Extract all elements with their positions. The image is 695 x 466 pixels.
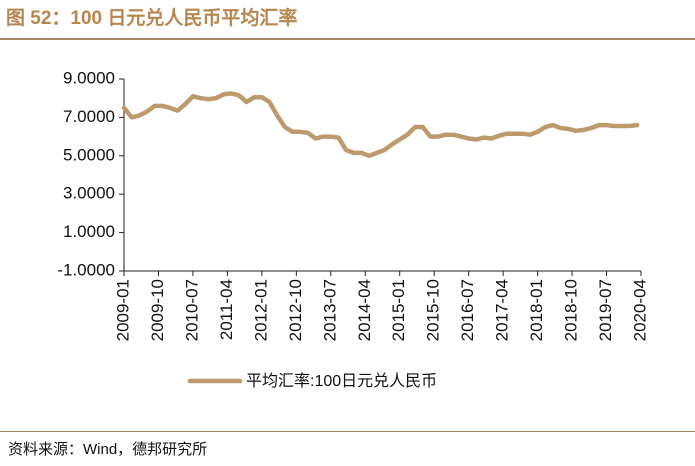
source-note: 资料来源：Wind，德邦研究所: [8, 441, 208, 458]
x-tick-label: 2020-04: [630, 279, 649, 341]
x-tick-label: 2013-07: [320, 279, 339, 341]
series-line-jpy-cny: [121, 91, 640, 159]
y-tick-label: -1.0000: [57, 260, 115, 279]
title-divider: [0, 38, 695, 40]
x-tick-label: 2009-10: [148, 279, 167, 341]
x-tick-label: 2018-01: [527, 279, 546, 341]
y-tick-label: 5.0000: [63, 145, 115, 164]
y-tick-label: 9.0000: [63, 68, 115, 87]
x-tick-label: 2014-04: [355, 279, 374, 341]
x-tick-label: 2016-07: [458, 279, 477, 341]
x-tick-label: 2012-10: [286, 279, 305, 341]
x-tick-label: 2011-04: [217, 279, 236, 340]
y-tick-label: 3.0000: [63, 184, 115, 203]
y-axis-ticks: 9.0000 7.0000 5.0000 3.0000 1.0000 -1.0000: [57, 68, 124, 279]
y-tick-label: 1.0000: [63, 222, 115, 241]
x-tick-label: 2015-01: [389, 279, 408, 341]
legend-label: 平均汇率:100日元兑人民币: [246, 372, 437, 390]
y-tick-label: 7.0000: [63, 107, 115, 126]
x-tick-label: 2010-07: [182, 279, 201, 341]
x-tick-label: 2018-10: [562, 279, 581, 341]
x-tick-label: 2015-10: [424, 279, 443, 341]
x-tick-label: 2009-01: [113, 279, 132, 341]
x-axis-ticks: 2009-01 2009-10 2010-07 2011-04 2012-01 2012-…: [113, 271, 649, 341]
footer-divider: [0, 431, 695, 432]
x-tick-label: 2019-07: [596, 279, 615, 341]
x-tick-label: 2017-04: [493, 279, 512, 341]
figure-title: 图 52：100 日元兑人民币平均汇率: [6, 8, 298, 29]
x-tick-label: 2012-01: [251, 279, 270, 341]
exchange-rate-line-chart: 9.0000 7.0000 5.0000 3.0000 1.0000 -1.0000 20…: [57, 68, 649, 390]
legend: 平均汇率:100日元兑人民币: [187, 372, 437, 390]
